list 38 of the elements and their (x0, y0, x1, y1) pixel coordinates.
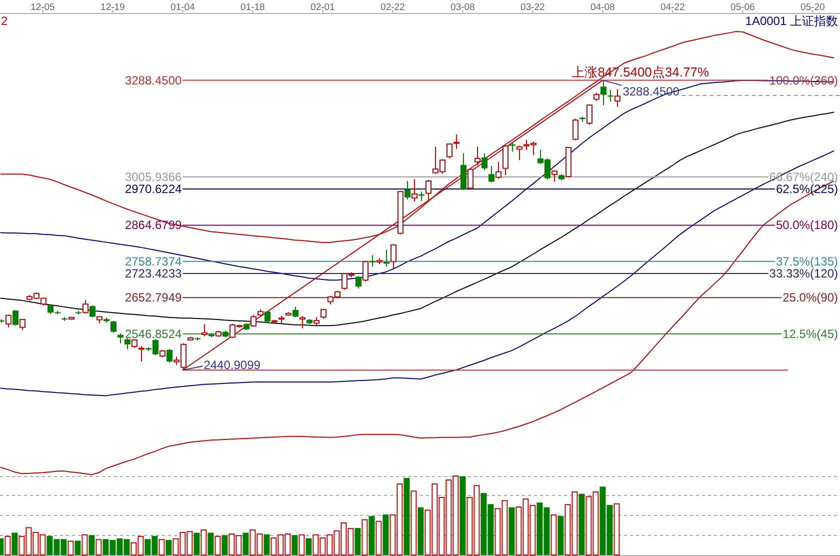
ref-line-label: 2546.8524 (124, 326, 182, 341)
note: 3288.4500 (602, 80, 680, 98)
ref-line-label: 2652.7949 (124, 290, 182, 305)
note: 2440.9099 (182, 358, 260, 372)
x-tick-label: 05-06 (730, 2, 755, 13)
annotation: 25.0%(90) (782, 290, 838, 305)
ref-line-label: 2723.4233 (124, 266, 182, 280)
x-tick-label: 05-20 (800, 2, 825, 13)
x-tick-label: 02-01 (310, 2, 335, 13)
x-tick-label: 01-04 (170, 2, 195, 13)
ref-line-label: 3288.4500 (124, 73, 182, 88)
x-tick-label: 04-08 (590, 2, 615, 13)
annotation: 2440.9099 (204, 358, 261, 372)
annotation: 12.5%(45) (782, 326, 838, 341)
annotation: 37.5%(135) (776, 254, 838, 268)
ref-line-label: 3005.9366 (124, 170, 182, 184)
ref-line: 2758.7374 (124, 254, 776, 268)
x-tick-label: 03-22 (520, 2, 545, 13)
x-tick-label: 03-08 (450, 2, 475, 13)
ref-line-label: 2970.6224 (124, 182, 182, 196)
ref-line-label: 2758.7374 (124, 254, 182, 268)
x-tick-label: 12-19 (100, 2, 125, 13)
annotation: 33.33%(120) (769, 266, 838, 280)
chart-subtitle: 2 (1, 14, 8, 28)
ref-line-label: 2864.6799 (124, 218, 182, 232)
ref-line: 3005.9366 (124, 170, 769, 184)
annotation: 3288.4500 (622, 84, 680, 98)
ref-line: 2546.8524 (124, 326, 782, 341)
x-tick-label: 04-22 (660, 2, 685, 13)
x-tick-label: 02-22 (380, 2, 405, 13)
ref-line: 2723.4233 (124, 266, 769, 280)
x-tick-label: 12-05 (30, 2, 55, 13)
x-tick-label: 01-18 (240, 2, 265, 13)
annotation: 50.0%(180) (776, 218, 838, 232)
chart-title: 1A0001 上证指数 (745, 14, 838, 28)
ref-line: 2652.7949 (124, 290, 782, 305)
ref-line: 2864.6799 (124, 218, 776, 232)
ref-line: 2970.6224 (124, 182, 776, 196)
